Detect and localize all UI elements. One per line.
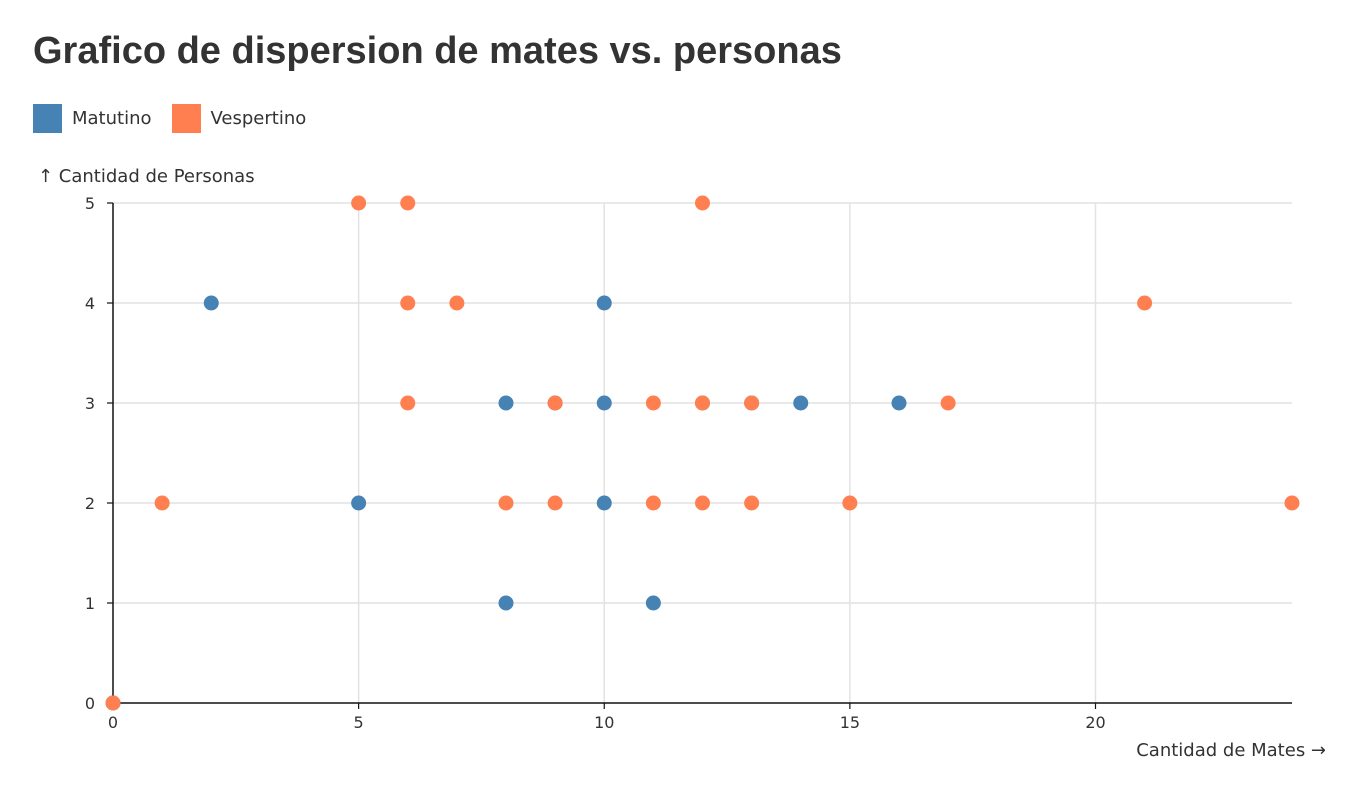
point-matutino xyxy=(596,495,612,511)
data-points xyxy=(105,195,1300,711)
x-tick-label: 15 xyxy=(840,713,860,732)
point-vespertino xyxy=(695,495,710,511)
point-vespertino xyxy=(1137,295,1153,311)
point-vespertino xyxy=(154,495,170,511)
point-matutino xyxy=(498,395,514,411)
legend-item-matutino: Matutino xyxy=(33,104,152,133)
axes: 0 5 10 15 20 0 1 2 3 4 5 xyxy=(85,194,1292,732)
x-axis-label: Cantidad de Mates → xyxy=(1136,740,1326,761)
point-vespertino xyxy=(400,395,416,411)
point-vespertino xyxy=(400,195,416,211)
y-axis-label: ↑ Cantidad de Personas xyxy=(38,166,255,187)
point-vespertino xyxy=(498,495,514,511)
legend-swatch-vespertino xyxy=(171,104,201,133)
legend-label-vespertino: Vespertino xyxy=(210,108,307,129)
point-matutino xyxy=(498,595,514,611)
x-tick-label: 20 xyxy=(1085,713,1105,732)
point-vespertino xyxy=(105,695,121,711)
y-tick-label: 1 xyxy=(85,594,95,613)
point-vespertino xyxy=(695,195,710,211)
point-vespertino xyxy=(547,395,563,411)
x-tick-label: 5 xyxy=(354,713,364,732)
point-vespertino xyxy=(744,395,760,411)
point-vespertino xyxy=(645,495,661,511)
point-matutino xyxy=(351,495,367,511)
point-matutino xyxy=(793,395,809,411)
x-tick-label: 10 xyxy=(594,713,614,732)
point-matutino xyxy=(203,295,219,311)
y-tick-label: 2 xyxy=(85,494,95,513)
point-vespertino xyxy=(449,295,465,311)
point-vespertino xyxy=(400,295,416,311)
point-vespertino xyxy=(645,395,661,411)
point-vespertino xyxy=(744,495,760,511)
y-tick-label: 3 xyxy=(85,394,95,413)
point-matutino xyxy=(891,395,907,411)
y-tick-label: 5 xyxy=(85,194,95,213)
legend-item-vespertino: Vespertino xyxy=(171,104,307,133)
legend: Matutino Vespertino xyxy=(33,104,326,133)
legend-swatch-matutino xyxy=(33,104,62,133)
point-matutino xyxy=(596,395,612,411)
y-tick-label: 0 xyxy=(85,694,95,713)
point-vespertino xyxy=(351,195,367,211)
legend-label-matutino: Matutino xyxy=(72,108,152,129)
grid-lines xyxy=(113,202,1292,703)
point-matutino xyxy=(645,595,661,611)
y-tick-label: 4 xyxy=(85,294,95,313)
point-vespertino xyxy=(940,395,956,411)
point-vespertino xyxy=(1284,495,1300,511)
point-vespertino xyxy=(842,495,858,511)
point-matutino xyxy=(596,295,612,311)
x-tick-label: 0 xyxy=(108,713,118,732)
point-vespertino xyxy=(547,495,563,511)
point-vespertino xyxy=(695,395,710,411)
chart-title: Grafico de dispersion de mates vs. perso… xyxy=(33,30,842,72)
